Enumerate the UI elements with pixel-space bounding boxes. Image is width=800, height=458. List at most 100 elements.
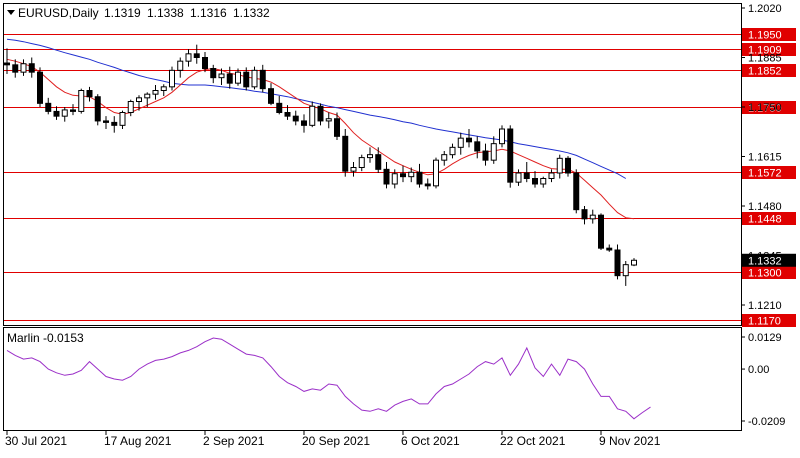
time-tick-label: 2 Sep 2021 [203, 434, 265, 448]
candle-body [614, 249, 621, 277]
marlin-tick-label: 0.00 [748, 364, 769, 376]
candle-body [350, 167, 357, 172]
candle-body [556, 157, 563, 174]
candle-body [243, 71, 250, 88]
candle-body [292, 115, 299, 122]
candle-body [482, 150, 489, 161]
candle [185, 49, 192, 67]
candle [515, 169, 522, 186]
candle [350, 162, 357, 177]
candle-body [490, 143, 497, 161]
candle-body [515, 172, 522, 183]
candle [631, 258, 637, 267]
candle-body [268, 88, 274, 104]
candle [433, 157, 439, 189]
candle [292, 110, 299, 126]
candle-body [523, 172, 530, 179]
candle-body [119, 112, 126, 126]
ohlc-high: 1.1338 [147, 6, 184, 20]
slow-moving-average [6, 38, 627, 179]
level-badge: 1.1750 [742, 101, 796, 115]
level-label: 1.1750 [748, 103, 782, 115]
candle [391, 169, 398, 189]
candle-body [631, 259, 637, 266]
candle-body [325, 118, 332, 122]
price-tick-label: 1.1480 [748, 201, 782, 213]
candle-body [466, 137, 472, 143]
candle-body [301, 120, 307, 126]
candle [210, 64, 217, 84]
candle-body [259, 69, 266, 90]
candle [251, 66, 258, 90]
candle-body [449, 146, 456, 156]
candle [20, 59, 27, 76]
candle-body [185, 53, 192, 62]
candle [226, 66, 233, 89]
marlin-axis: 0.0129 0.00 -0.0209 [741, 332, 785, 428]
candle-body [474, 141, 481, 152]
candle-body [284, 112, 291, 117]
candle [28, 57, 35, 78]
time-tick-label: 30 Jul 2021 [5, 434, 67, 448]
candle-body [499, 128, 505, 145]
time-axis: 30 Jul 2021 17 Aug 2021 2 Sep 2021 20 Sep 2… [5, 431, 661, 448]
candle-body [177, 60, 184, 71]
candle [598, 213, 604, 250]
candle-body [235, 71, 241, 84]
candle [416, 163, 423, 188]
candle [400, 165, 406, 183]
candle [565, 156, 571, 177]
indicator-pane [3, 327, 742, 431]
candle [276, 96, 283, 115]
ohlc-open: 1.1319 [104, 6, 141, 20]
level-label: 1.1300 [748, 268, 782, 280]
symbol-dropdown-icon[interactable] [7, 10, 15, 15]
candle [4, 48, 10, 74]
candle-body [581, 209, 588, 220]
candle-body [441, 154, 448, 161]
candle [53, 106, 60, 120]
candle [152, 85, 159, 100]
candle [86, 86, 93, 102]
candle [284, 105, 291, 120]
main-pane [3, 3, 742, 326]
candle-body [400, 173, 406, 178]
candle [424, 178, 431, 190]
candle-body [12, 64, 19, 73]
slow-ma-line [6, 38, 627, 179]
candle [548, 169, 555, 183]
candle [70, 104, 76, 116]
candle [490, 136, 497, 164]
marlin-tick-label: -0.0209 [748, 416, 785, 428]
candle-body [53, 110, 60, 117]
candle-body [334, 118, 340, 137]
candle-body [573, 172, 580, 211]
candle-body [136, 97, 142, 103]
time-tick-label: 22 Oct 2021 [500, 434, 566, 448]
candle [259, 64, 266, 93]
level-label: 1.1909 [748, 45, 782, 57]
candle-body [548, 172, 555, 179]
candle-body [78, 90, 85, 112]
candle-body [103, 120, 109, 123]
candle [532, 171, 538, 188]
candle-body [20, 63, 27, 73]
price-tick-label: 1.1615 [748, 152, 782, 164]
level-label: 1.1852 [748, 66, 782, 78]
candle [160, 84, 167, 96]
candle [507, 125, 514, 188]
level-label: 1.1448 [748, 214, 782, 226]
candle [309, 101, 316, 128]
candle [177, 57, 184, 78]
candle-body [342, 135, 349, 172]
candle-body [28, 63, 35, 73]
candle [383, 162, 390, 189]
price-tick-label: 1.1210 [748, 300, 782, 312]
candle [474, 136, 481, 159]
candle-body [218, 73, 225, 79]
candle [144, 92, 151, 107]
candle [622, 261, 629, 286]
candle-body [507, 128, 514, 183]
candle [457, 132, 464, 155]
